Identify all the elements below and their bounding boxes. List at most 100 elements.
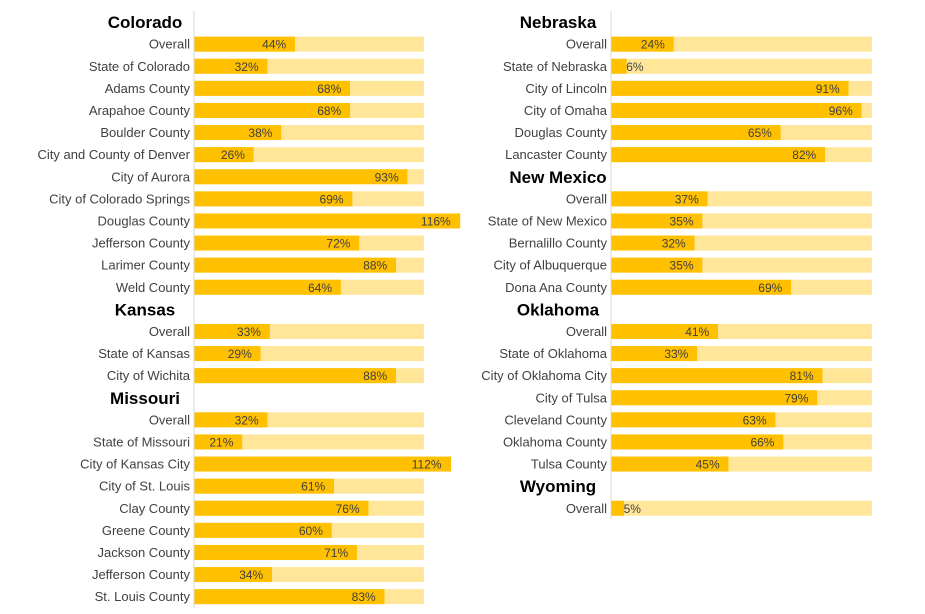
bar [611,323,719,339]
data-label: 61% [301,480,325,494]
data-label: 68% [317,104,341,118]
bar [611,434,784,450]
data-label: 5% [624,502,642,516]
data-label: 82% [792,148,816,162]
data-label: 76% [336,502,360,516]
category-label: Douglas County [515,125,608,140]
bar [611,102,862,118]
data-label: 6% [626,60,644,74]
bar [194,257,396,273]
data-label: 41% [685,325,709,339]
bar [611,500,625,516]
category-label: State of Kansas [98,346,190,361]
data-label: 79% [784,391,808,405]
category-label: Overall [566,324,607,339]
state-header: Oklahoma [517,300,600,319]
data-label: 32% [235,413,259,427]
data-label: 68% [317,82,341,96]
category-label: City of Lincoln [525,81,607,96]
data-label: 34% [239,568,263,582]
bar [611,58,627,74]
bar [611,346,698,362]
data-label: 33% [664,347,688,361]
category-label: Overall [566,501,607,516]
category-label: Jefferson County [92,236,191,251]
data-label: 93% [375,170,399,184]
category-label: Larimer County [101,258,190,273]
category-label: State of Nebraska [503,59,608,74]
bar [194,147,254,163]
data-label: 112% [412,458,442,472]
bar-track [611,36,872,52]
category-label: State of Missouri [93,434,190,449]
data-label: 32% [235,60,259,74]
data-label: 116% [421,214,451,228]
bar [611,235,695,251]
data-label: 71% [324,546,348,560]
category-label: State of New Mexico [488,213,607,228]
category-label: Greene County [102,523,191,538]
data-label: 45% [696,458,720,472]
bar [611,125,781,141]
data-label: 83% [352,590,376,604]
bar [194,235,360,251]
bar [611,279,792,295]
bar [194,346,261,362]
data-label: 91% [816,82,840,96]
category-label: City of Omaha [524,103,608,118]
category-label: City of Oklahoma City [481,368,607,383]
data-label: 96% [829,104,853,118]
category-label: Weld County [116,280,191,295]
bar [611,257,703,273]
category-label: City of St. Louis [99,479,191,494]
category-label: City of Albuquerque [494,258,607,273]
data-label: 33% [237,325,261,339]
bar [611,213,703,229]
state-header: New Mexico [509,168,606,187]
bar [194,456,452,472]
data-label: 32% [662,237,686,251]
bar [194,213,461,229]
bar [194,589,385,605]
data-label: 88% [363,369,387,383]
category-label: Adams County [105,81,191,96]
data-label: 44% [262,38,286,52]
category-label: City of Kansas City [80,457,190,472]
category-label: Dona Ana County [505,280,607,295]
category-label: Overall [149,324,190,339]
bar [611,368,823,384]
bar-track [611,58,872,74]
bar [611,412,776,428]
data-label: 60% [299,524,323,538]
category-label: Overall [566,191,607,206]
bar [611,147,826,163]
data-label: 72% [326,237,350,251]
bar-track [194,434,424,450]
category-label: Overall [149,412,190,427]
bar [194,522,332,538]
data-label: 29% [228,347,252,361]
data-label: 35% [670,259,694,273]
bar [194,323,270,339]
bar [194,80,351,96]
category-label: Douglas County [98,213,191,228]
bar [194,478,334,494]
category-label: State of Colorado [89,59,190,74]
bar [611,191,708,207]
bar [194,412,268,428]
category-label: St. Louis County [95,589,191,604]
bar [194,500,369,516]
bar [194,36,295,52]
bar [194,567,273,583]
bar [194,169,408,185]
category-label: Overall [566,37,607,52]
bar-track [611,500,872,516]
category-label: Arapahoe County [89,103,191,118]
state-header: Wyoming [520,477,596,496]
category-label: City of Wichita [107,368,191,383]
category-label: Oklahoma County [503,434,608,449]
bar [194,544,357,560]
bar [611,390,818,406]
category-label: Overall [149,37,190,52]
